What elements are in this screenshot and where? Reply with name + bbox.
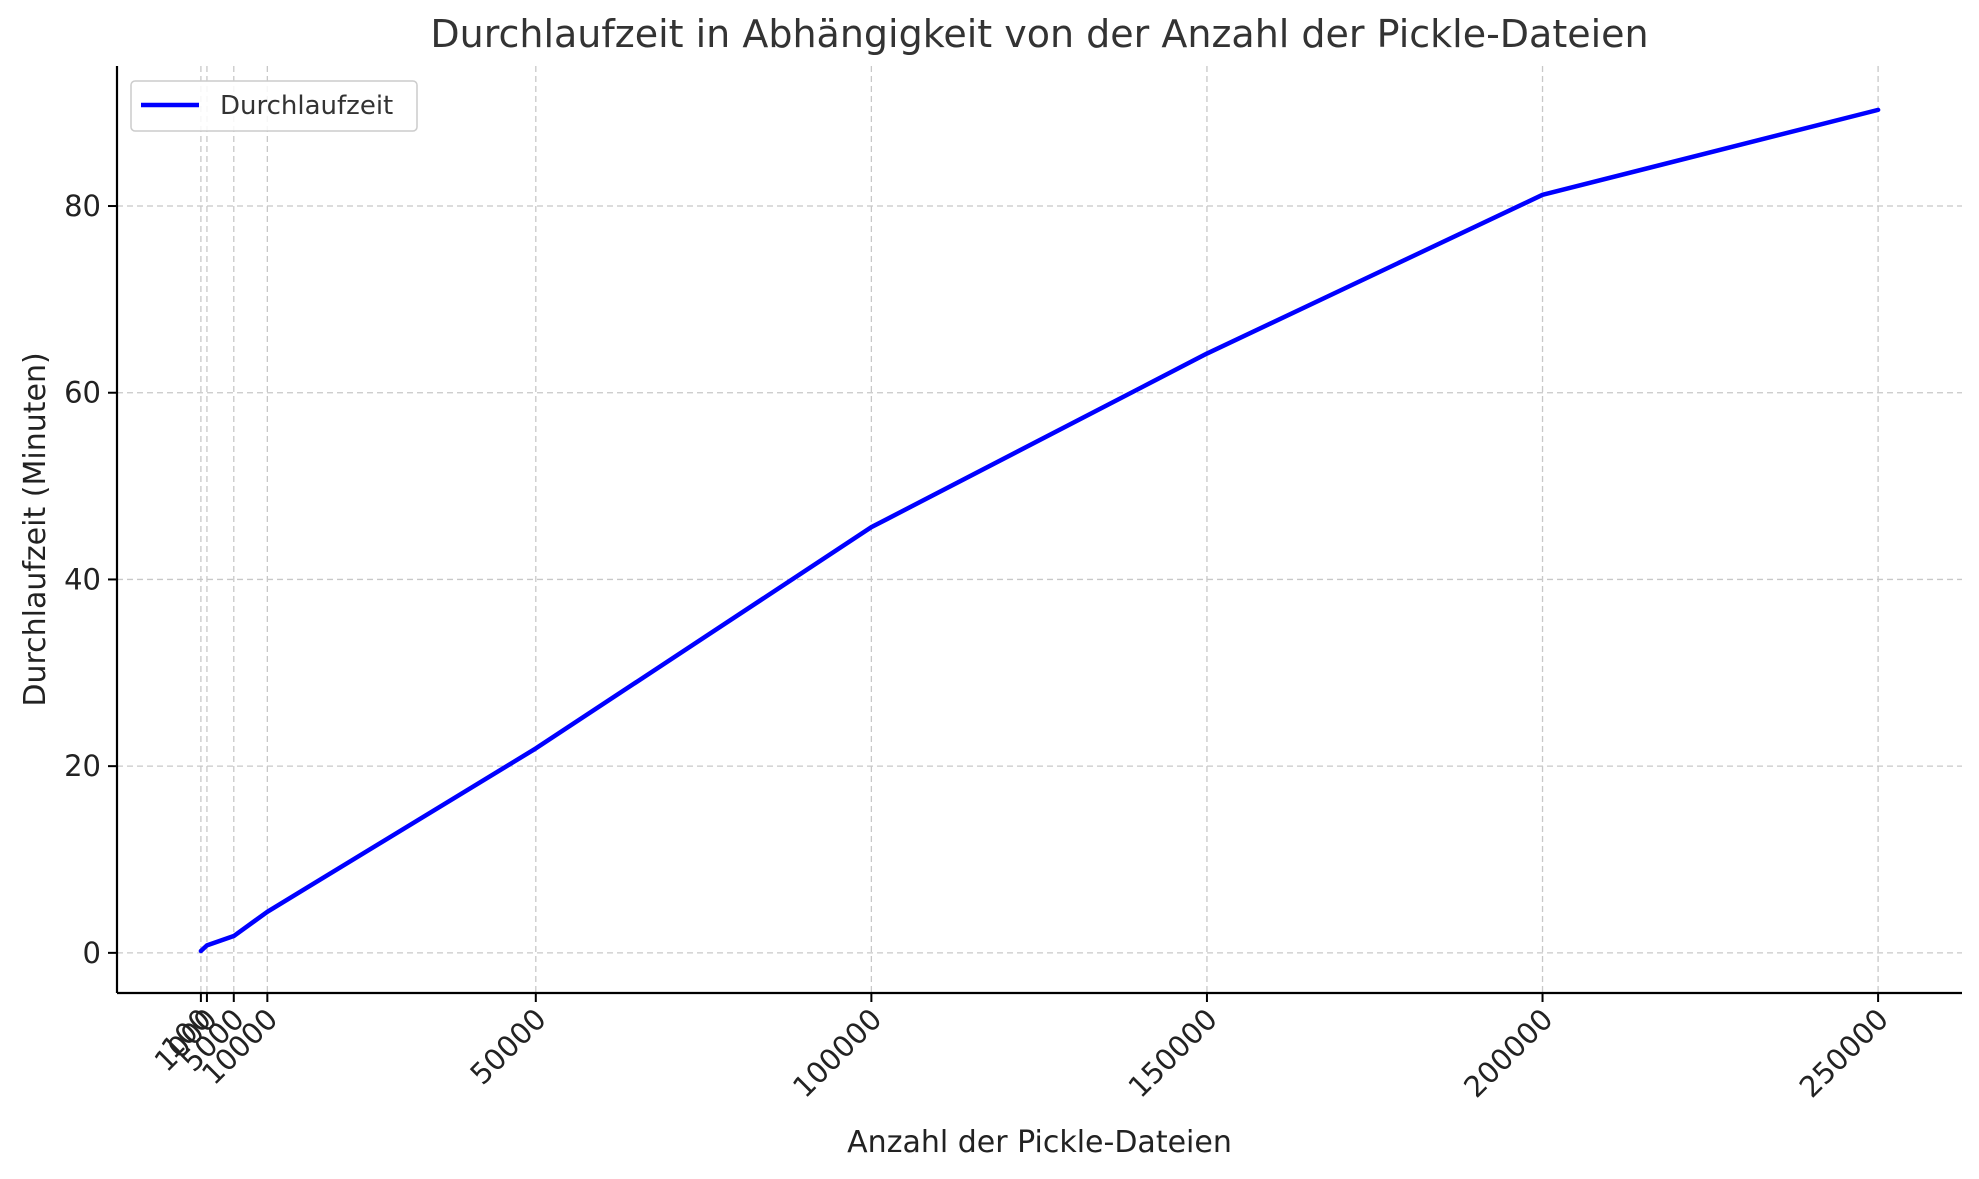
- series-line-durchlaufzeit: [198, 107, 1881, 954]
- y-axis-label: Durchlaufzeit (Minuten): [18, 352, 53, 706]
- y-tick-label: 20: [64, 749, 101, 783]
- x-tick-label: 150000: [1122, 1002, 1224, 1104]
- series-layer: [198, 107, 1881, 954]
- x-tick-label: 50000: [463, 1002, 552, 1091]
- legend-label-durchlaufzeit: Durchlaufzeit: [220, 91, 393, 121]
- grid-layer: [117, 66, 1962, 993]
- y-tick-label: 0: [83, 936, 101, 970]
- x-tick-label: 250000: [1793, 1002, 1895, 1104]
- legend-box: [130, 80, 418, 132]
- y-tick-label: 60: [64, 376, 101, 410]
- legend: Durchlaufzeit: [130, 80, 418, 132]
- y-tick-label: 80: [64, 189, 101, 223]
- y-tick-label: 40: [64, 562, 101, 596]
- x-axis-label: Anzahl der Pickle-Dateien: [847, 1125, 1232, 1160]
- x-tick-label: 200000: [1457, 1002, 1559, 1104]
- x-tick-label: 100000: [786, 1002, 888, 1104]
- axes-layer: [115, 66, 1962, 995]
- chart-title: Durchlaufzeit in Abhängigkeit von der An…: [430, 12, 1648, 56]
